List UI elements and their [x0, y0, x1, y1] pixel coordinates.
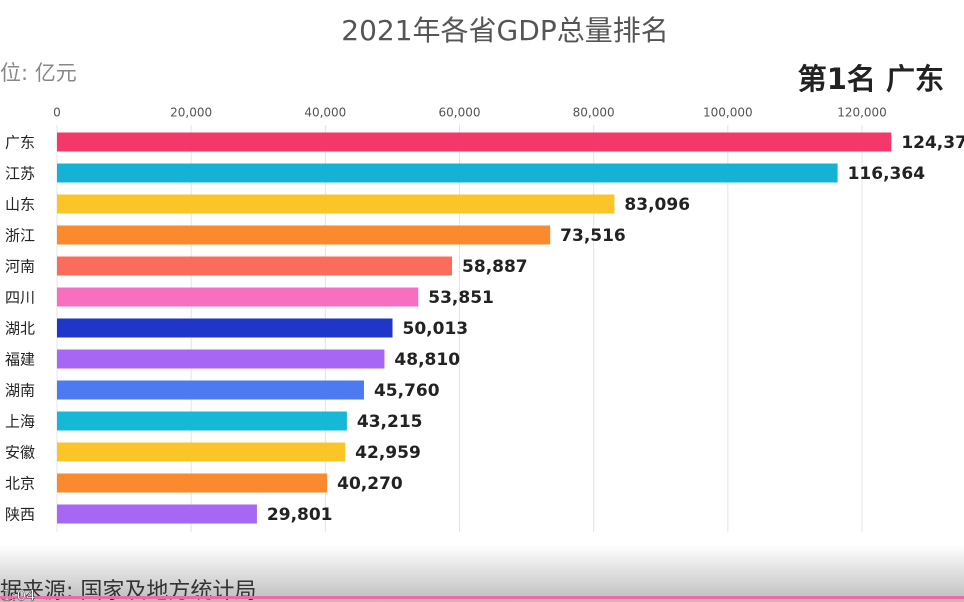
- chart-title: 2021年各省GDP总量排名: [341, 14, 668, 47]
- y-tick-label: 陕西: [5, 506, 35, 524]
- bar: [57, 318, 393, 338]
- unit-label: 位: 亿元: [0, 61, 77, 85]
- value-label: 116,364: [848, 164, 926, 184]
- bar: [57, 163, 838, 183]
- value-label: 48,810: [394, 350, 460, 370]
- player-overlay: [0, 545, 964, 602]
- x-tick-label: 100,000: [703, 106, 753, 120]
- value-label: 83,096: [624, 195, 690, 215]
- value-label: 53,851: [428, 288, 494, 308]
- y-tick-label: 上海: [5, 413, 35, 431]
- bar: [57, 473, 328, 493]
- x-tick-label: 60,000: [439, 106, 481, 120]
- bar: [57, 411, 347, 431]
- value-label: 42,959: [355, 443, 421, 463]
- bar: [57, 504, 257, 524]
- y-tick-label: 山东: [5, 196, 35, 214]
- x-tick-label: 40,000: [304, 106, 346, 120]
- y-tick-label: 四川: [5, 289, 35, 307]
- y-tick-label: 广东: [5, 134, 35, 152]
- x-tick-label: 0: [53, 106, 61, 120]
- plot-area: 0 20,000 40,000 60,000 80,000 100,000 120,000 广…: [5, 106, 964, 532]
- y-tick-label: 福建: [5, 351, 35, 369]
- progress-bar: [0, 596, 964, 599]
- bar: [57, 442, 346, 462]
- value-label: 45,760: [374, 381, 440, 401]
- y-tick-label: 浙江: [5, 227, 35, 245]
- x-tick-label: 80,000: [573, 106, 615, 120]
- value-label: 50,013: [403, 319, 469, 339]
- value-label: 124,370: [901, 133, 964, 153]
- bar: [57, 194, 615, 214]
- player-time: 1:04: [2, 587, 36, 602]
- bar: [57, 380, 364, 400]
- rank-label: 第1名 广东: [798, 62, 944, 96]
- value-label: 73,516: [560, 226, 626, 246]
- y-tick-label: 湖北: [5, 320, 35, 338]
- bar: [57, 225, 551, 245]
- y-tick-label: 湖南: [5, 382, 35, 400]
- bar: [57, 256, 453, 276]
- x-tick-label: 120,000: [837, 106, 887, 120]
- y-tick-label: 江苏: [5, 165, 35, 183]
- x-tick-label: 20,000: [170, 106, 212, 120]
- bar: [57, 132, 892, 152]
- bar: [57, 287, 419, 307]
- y-tick-label: 安徽: [5, 444, 35, 462]
- y-tick-label: 北京: [5, 475, 35, 493]
- y-tick-label: 河南: [5, 258, 35, 276]
- bar: [57, 349, 385, 369]
- value-label: 58,887: [462, 257, 528, 277]
- value-label: 29,801: [267, 505, 333, 525]
- value-label: 43,215: [357, 412, 423, 432]
- value-label: 40,270: [337, 474, 403, 494]
